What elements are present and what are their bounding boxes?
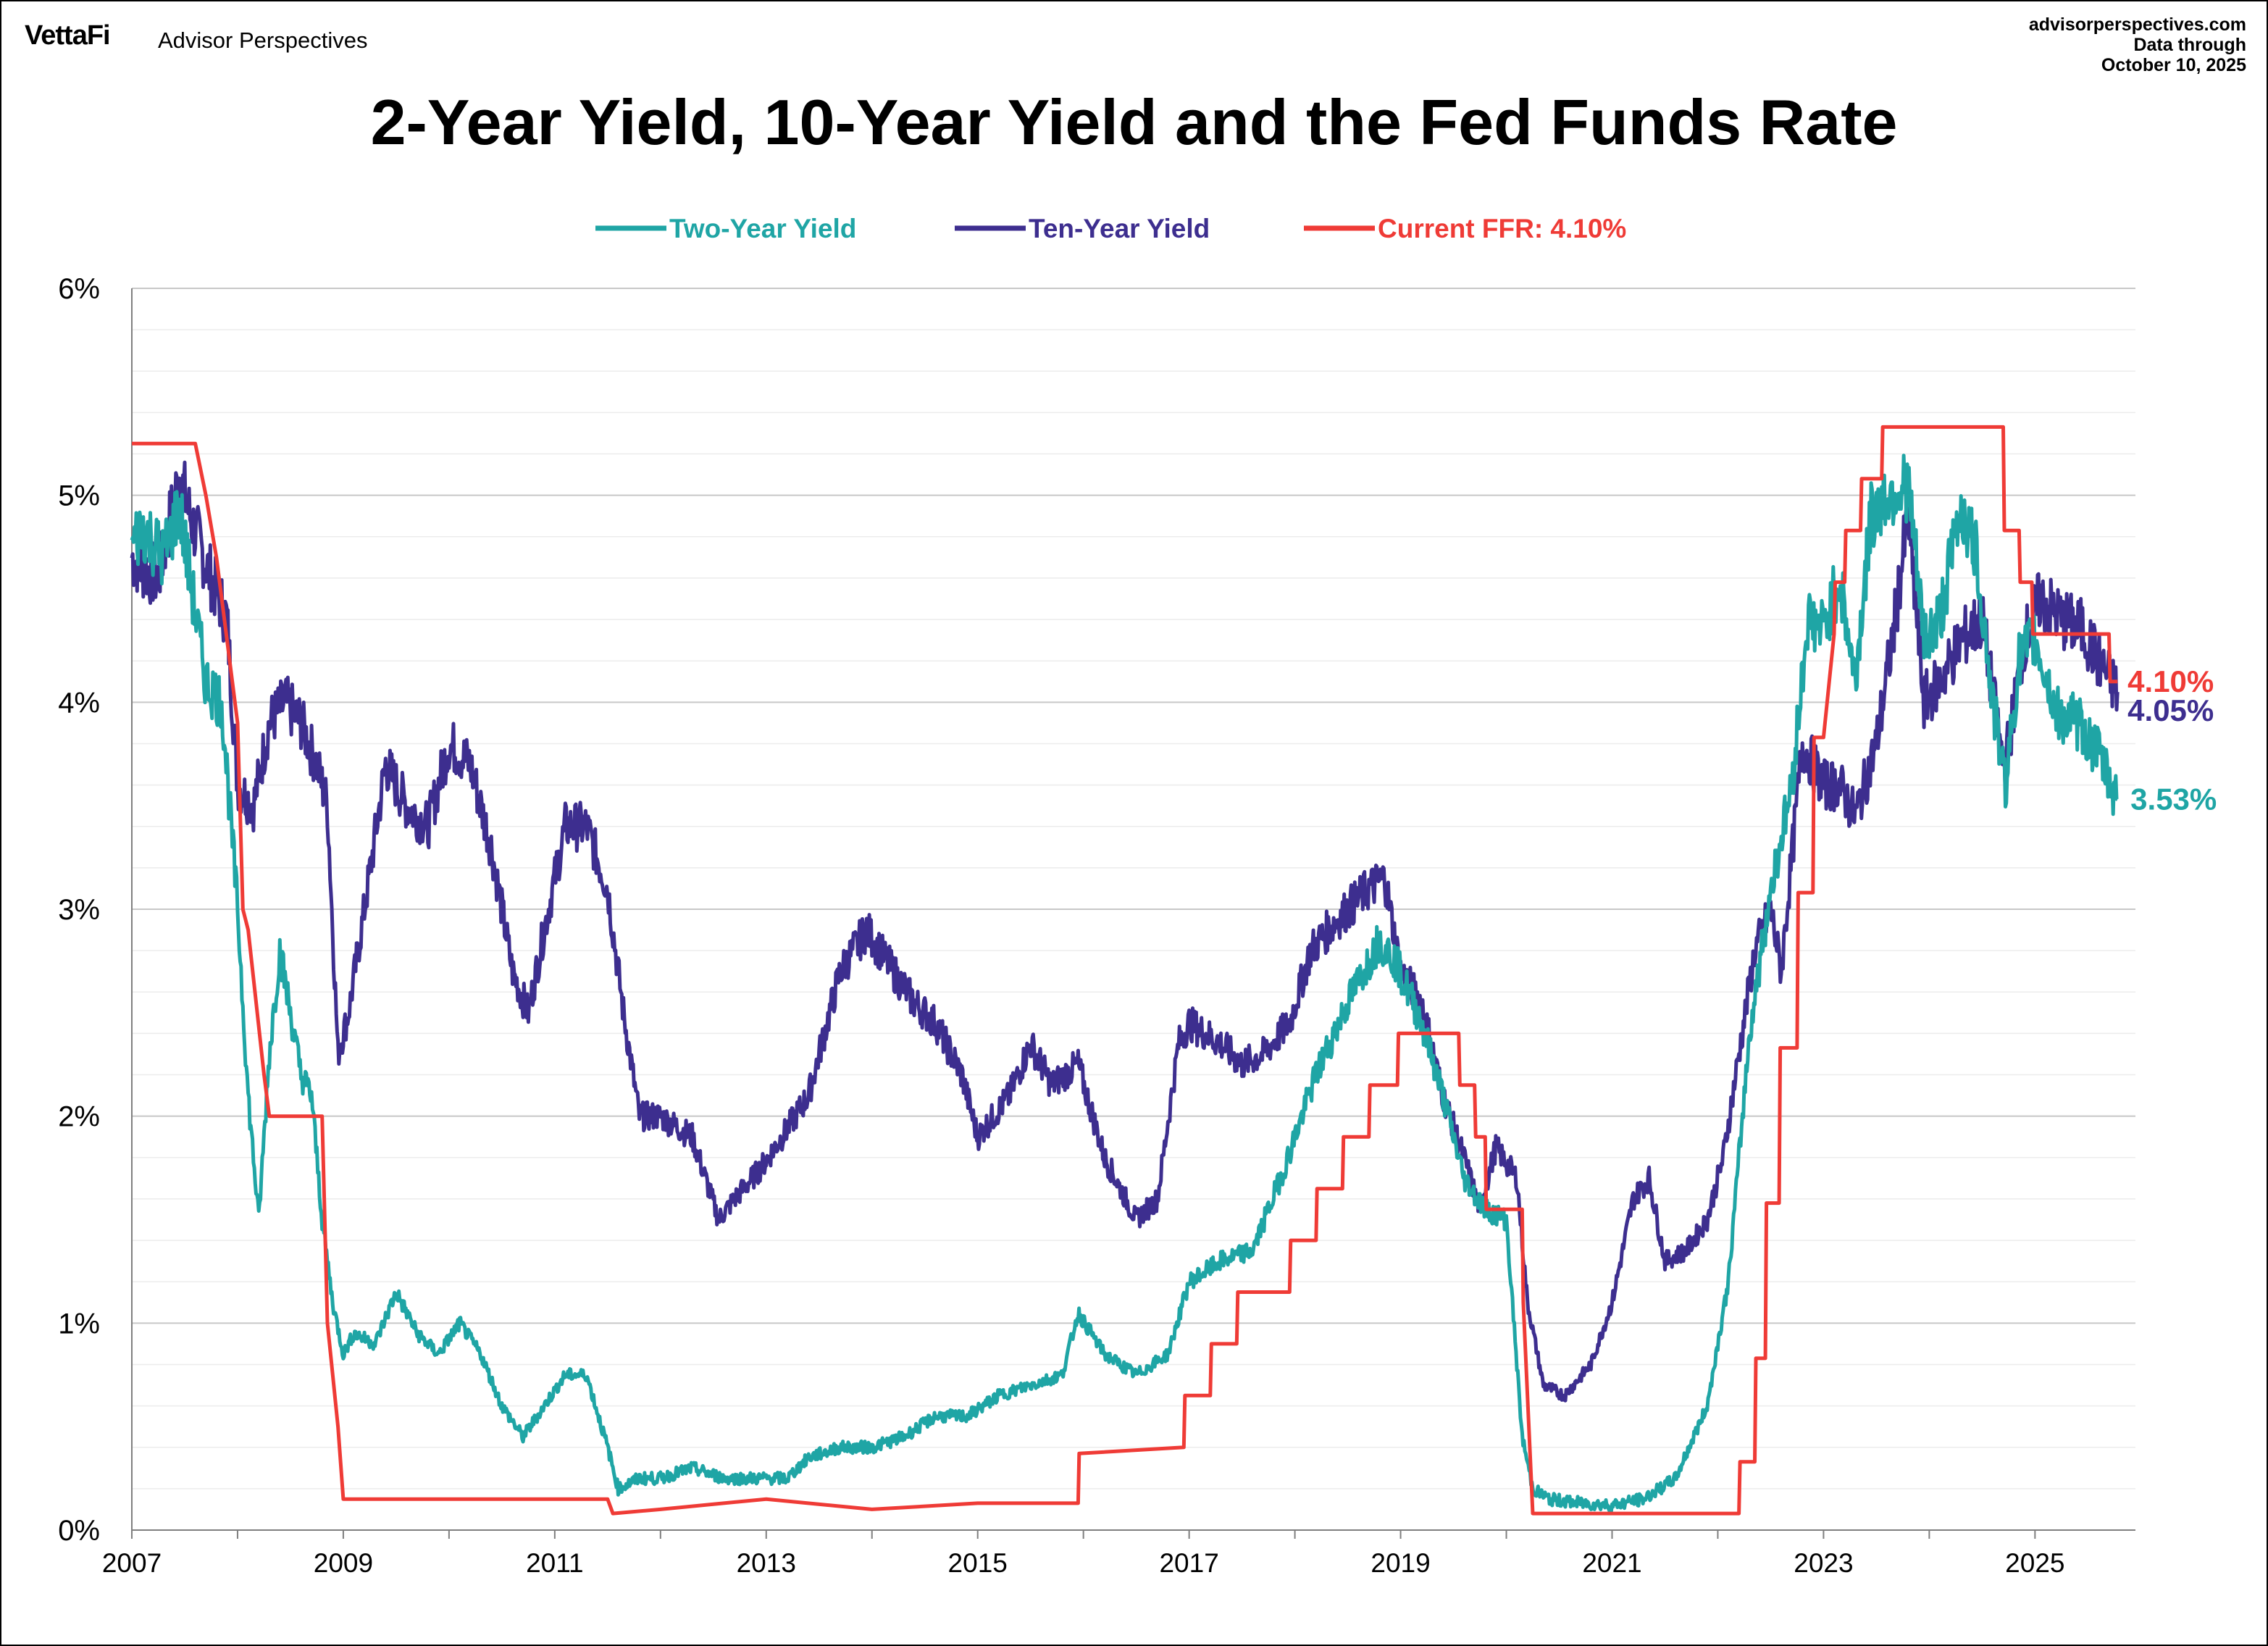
legend-ffr-label: Current FFR: 4.10% [1378, 214, 1626, 243]
two-year-yield-line [130, 454, 2119, 1513]
y-tick-label: 5% [58, 480, 100, 512]
x-tick-label: 2023 [1794, 1548, 1853, 1578]
end-label-ten-year: 4.05% [2127, 693, 2214, 727]
x-tick-label: 2013 [737, 1548, 796, 1578]
ten-year-yield-line [130, 460, 2120, 1403]
chart-title: 2-Year Yield, 10-Year Yield and the Fed … [370, 86, 1898, 158]
source-url[interactable]: advisorperspectives.com [2028, 14, 2246, 35]
x-tick-label: 2019 [1371, 1548, 1430, 1578]
legend: Two-Year Yield Ten-Year Yield Current FFR:… [595, 214, 1626, 243]
y-tick-label: 6% [58, 273, 100, 305]
data-through-date: October 10, 2025 [2101, 55, 2246, 75]
brand-logo: VettaFi [25, 20, 111, 51]
y-tick-label: 2% [58, 1101, 100, 1133]
x-tick-label: 2011 [526, 1548, 584, 1578]
x-tick-label: 2015 [948, 1548, 1008, 1578]
source-block: advisorperspectives.com Data through Oct… [2029, 14, 2246, 75]
gridlines [132, 288, 2135, 1490]
data-through-label: Data through [2133, 35, 2246, 55]
y-tick-label: 4% [58, 687, 100, 719]
x-tick-label: 2025 [2005, 1548, 2064, 1578]
end-labels: 4.10%4.05% 3.53% [2127, 664, 2217, 816]
legend-two-year-label: Two-Year Yield [669, 214, 856, 243]
series-group [130, 425, 2120, 1516]
end-label-two-year: 3.53% [2130, 782, 2217, 816]
x-tick-label: 2009 [314, 1548, 373, 1578]
y-tick-label: 1% [58, 1308, 100, 1340]
x-tick-label: 2017 [1159, 1548, 1218, 1578]
legend-ten-year-label: Ten-Year Yield [1029, 214, 1210, 243]
y-tick-label: 0% [58, 1515, 100, 1547]
x-tick-label: 2007 [102, 1548, 162, 1578]
x-tick-label: 2021 [1582, 1548, 1641, 1578]
end-label-ffr: 4.10% [2127, 664, 2214, 698]
brand-name: Advisor Perspectives [158, 28, 368, 53]
y-tick-label: 3% [58, 894, 100, 926]
axes: 0% 1% 2% 3% 4% 5% 6% 2007 2009 2011 2013 2015 2017 20… [58, 273, 2135, 1578]
ffr-line [132, 425, 2118, 1516]
